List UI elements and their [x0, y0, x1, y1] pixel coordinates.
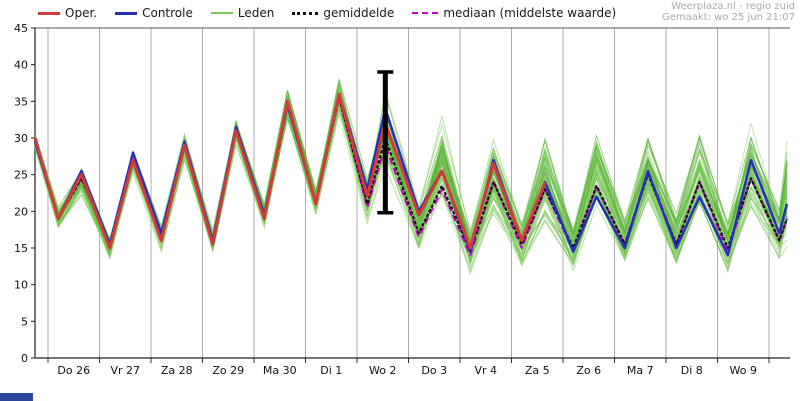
y-tick-label: 30 [14, 132, 28, 145]
oper-line-sample-icon [38, 11, 60, 15]
y-tick-label: 15 [14, 242, 28, 255]
x-tick-label: Do 26 [57, 364, 90, 377]
ensemble-member-line [34, 94, 788, 269]
y-tick-label: 20 [14, 205, 28, 218]
series-line-oper [33, 92, 547, 250]
x-tick-label: Za 5 [525, 364, 550, 377]
y-tick-label: 5 [21, 315, 28, 328]
controle-line-sample-icon [115, 11, 138, 15]
x-tick-label: Ma 30 [263, 364, 297, 377]
legend-label-leden: Leden [237, 6, 275, 20]
gemiddelde-line-sample-icon [292, 11, 319, 15]
legend-label-mediaan: mediaan (middelste waarde) [443, 6, 617, 20]
x-tick-label: Ma 7 [627, 364, 654, 377]
y-tick-label: 45 [14, 22, 28, 35]
page-fragment-bar [0, 393, 33, 401]
legend-label-gemiddelde: gemiddelde [323, 6, 395, 20]
attribution-generated: Gemaakt: wo 25 jun 21:07 [662, 12, 795, 23]
legend-item-controle: Controle [115, 6, 193, 20]
x-tick-label: Zo 6 [576, 364, 601, 377]
legend: Oper. Controle Leden gemiddelde mediaan … [38, 6, 616, 20]
x-tick-label: Zo 29 [212, 364, 244, 377]
legend-item-mediaan: mediaan (middelste waarde) [412, 6, 616, 20]
legend-item-leden: Leden [210, 6, 275, 20]
y-tick-label: 0 [21, 352, 28, 365]
legend-label-oper: Oper. [65, 6, 98, 20]
x-tick-label: Za 28 [161, 364, 193, 377]
x-tick-label: Do 3 [421, 364, 447, 377]
attribution: Weerplaza.nl - regio zuid Gemaakt: wo 25… [662, 1, 795, 23]
y-tick-label: 10 [14, 279, 28, 292]
x-tick-label: Wo 2 [369, 364, 396, 377]
attribution-source: Weerplaza.nl - regio zuid [671, 1, 795, 12]
legend-label-controle: Controle [142, 6, 193, 20]
x-tick-label: Di 1 [320, 364, 342, 377]
x-tick-label: Vr 27 [110, 364, 140, 377]
legend-item-oper: Oper. [38, 6, 97, 20]
x-tick-label: Wo 9 [730, 364, 757, 377]
y-tick-label: 35 [14, 95, 28, 108]
leden-line-sample-icon [210, 12, 233, 14]
x-tick-label: Di 8 [681, 364, 703, 377]
ensemble-member-line [34, 92, 788, 262]
x-tick-label: Vr 4 [474, 364, 497, 377]
y-tick-label: 40 [14, 59, 28, 72]
y-tick-label: 25 [14, 169, 28, 182]
mediaan-line-sample-icon [412, 12, 439, 14]
legend-item-gemiddelde: gemiddelde [292, 6, 394, 20]
